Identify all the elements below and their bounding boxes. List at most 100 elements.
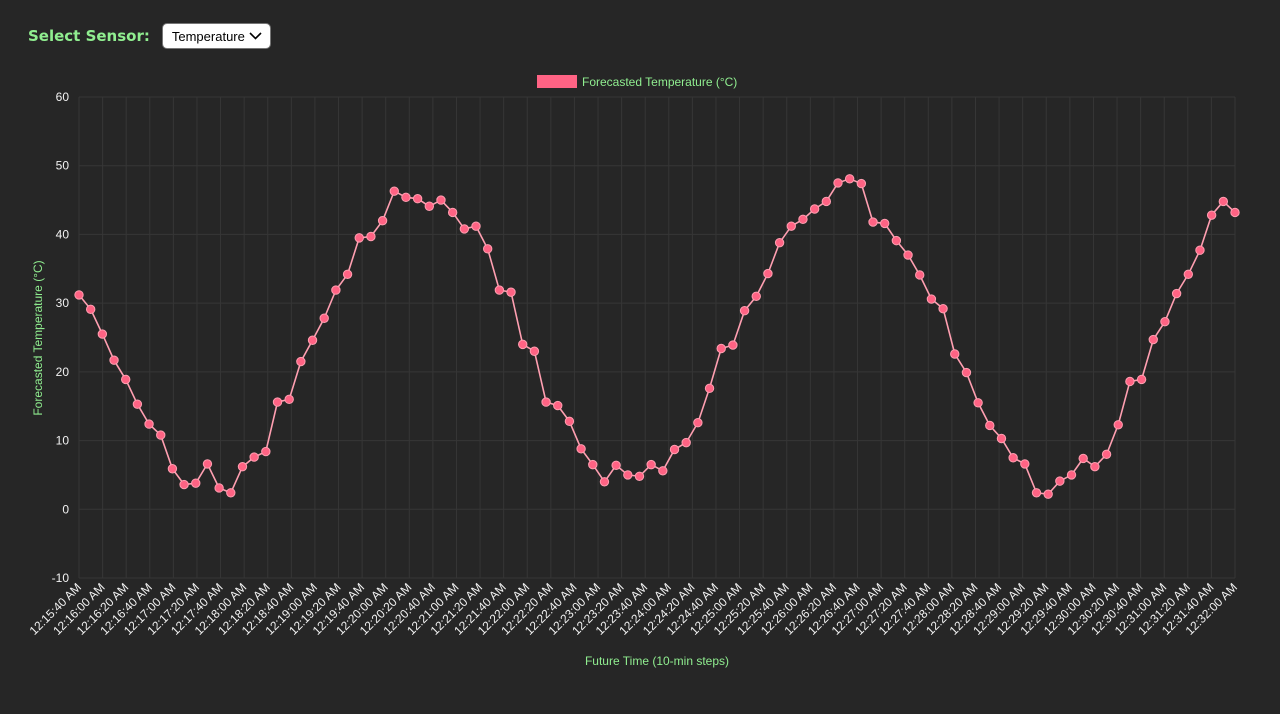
data-point[interactable] (938, 303, 948, 314)
legend[interactable]: Forecasted Temperature (°C) (537, 75, 737, 89)
data-point[interactable] (693, 418, 703, 428)
data-point[interactable] (891, 235, 902, 246)
data-point[interactable] (1066, 470, 1077, 480)
data-point[interactable] (728, 340, 738, 350)
data-point[interactable] (599, 477, 610, 487)
data-point[interactable] (482, 244, 493, 254)
data-point[interactable] (1195, 245, 1205, 255)
data-point[interactable] (844, 174, 855, 184)
data-point[interactable] (191, 478, 201, 488)
data-point[interactable] (751, 291, 761, 301)
data-point[interactable] (1148, 334, 1158, 345)
data-point[interactable] (1171, 288, 1182, 299)
data-point[interactable] (1160, 316, 1170, 327)
data-point[interactable] (623, 470, 633, 480)
data-point[interactable] (1230, 207, 1240, 218)
data-point[interactable] (868, 217, 878, 227)
data-point[interactable] (226, 488, 236, 498)
data-point[interactable] (996, 433, 1007, 444)
data-point[interactable] (74, 290, 84, 300)
data-point[interactable] (518, 339, 528, 350)
data-point[interactable] (915, 270, 925, 280)
data-point[interactable] (821, 196, 832, 207)
data-point[interactable] (1043, 489, 1053, 499)
data-point[interactable] (331, 285, 341, 295)
data-point[interactable] (412, 193, 423, 204)
data-point[interactable] (296, 356, 306, 367)
data-point[interactable] (658, 466, 668, 476)
data-point[interactable] (167, 464, 178, 474)
data-point[interactable] (985, 420, 995, 431)
data-point[interactable] (1020, 459, 1030, 469)
data-point[interactable] (879, 218, 890, 229)
data-point[interactable] (132, 399, 143, 409)
data-point[interactable] (1090, 461, 1100, 472)
data-point[interactable] (109, 355, 119, 365)
data-point[interactable] (541, 397, 551, 407)
data-point[interactable] (121, 374, 131, 385)
data-point[interactable] (1031, 488, 1042, 498)
data-point[interactable] (401, 192, 411, 203)
data-point[interactable] (1183, 269, 1193, 279)
data-point[interactable] (156, 430, 166, 440)
data-point[interactable] (833, 178, 843, 188)
data-point[interactable] (214, 483, 224, 493)
data-point[interactable] (447, 207, 458, 218)
data-point[interactable] (588, 459, 598, 470)
data-point[interactable] (319, 313, 329, 323)
data-point[interactable] (1125, 376, 1135, 387)
data-point[interactable] (611, 460, 621, 471)
data-point[interactable] (681, 437, 691, 448)
data-point[interactable] (97, 329, 108, 339)
data-point[interactable] (366, 231, 376, 242)
data-point[interactable] (144, 419, 154, 429)
sensor-select[interactable]: Temperature (161, 23, 271, 49)
data-point[interactable] (553, 400, 563, 411)
data-point[interactable] (1078, 453, 1088, 464)
data-point[interactable] (973, 398, 983, 408)
data-point[interactable] (576, 444, 586, 454)
data-point[interactable] (564, 416, 575, 427)
data-point[interactable] (1113, 420, 1123, 430)
data-point[interactable] (1101, 449, 1112, 460)
data-point[interactable] (856, 178, 867, 189)
data-point[interactable] (424, 201, 435, 211)
data-point[interactable] (798, 214, 808, 225)
data-point[interactable] (307, 335, 318, 345)
data-point[interactable] (1055, 476, 1065, 486)
data-point[interactable] (494, 285, 505, 295)
data-point[interactable] (249, 452, 259, 462)
data-point[interactable] (1218, 196, 1229, 207)
data-point[interactable] (179, 479, 189, 490)
data-point[interactable] (85, 304, 96, 315)
data-point[interactable] (377, 215, 388, 226)
data-point[interactable] (354, 233, 364, 243)
data-point[interactable] (704, 383, 715, 394)
data-point[interactable] (1008, 453, 1018, 463)
data-point[interactable] (529, 346, 540, 356)
data-point[interactable] (436, 195, 446, 205)
data-point[interactable] (284, 394, 294, 405)
data-point[interactable] (459, 224, 470, 234)
data-point[interactable] (961, 367, 972, 378)
data-point[interactable] (261, 446, 271, 457)
data-point[interactable] (950, 349, 960, 359)
data-point[interactable] (634, 471, 645, 482)
data-point[interactable] (646, 459, 656, 470)
data-point[interactable] (739, 306, 750, 316)
data-point[interactable] (471, 221, 481, 231)
data-point[interactable] (809, 204, 820, 214)
data-point[interactable] (389, 186, 399, 196)
data-point[interactable] (272, 397, 283, 407)
data-point[interactable] (237, 461, 248, 472)
data-point[interactable] (774, 237, 785, 248)
data-point[interactable] (926, 294, 937, 304)
data-point[interactable] (669, 444, 680, 455)
data-point[interactable] (716, 343, 726, 354)
data-point[interactable] (903, 250, 913, 260)
data-point[interactable] (786, 221, 796, 231)
data-point[interactable] (202, 459, 213, 469)
data-point[interactable] (1206, 210, 1217, 220)
data-point[interactable] (342, 269, 353, 279)
data-point[interactable] (506, 287, 516, 297)
